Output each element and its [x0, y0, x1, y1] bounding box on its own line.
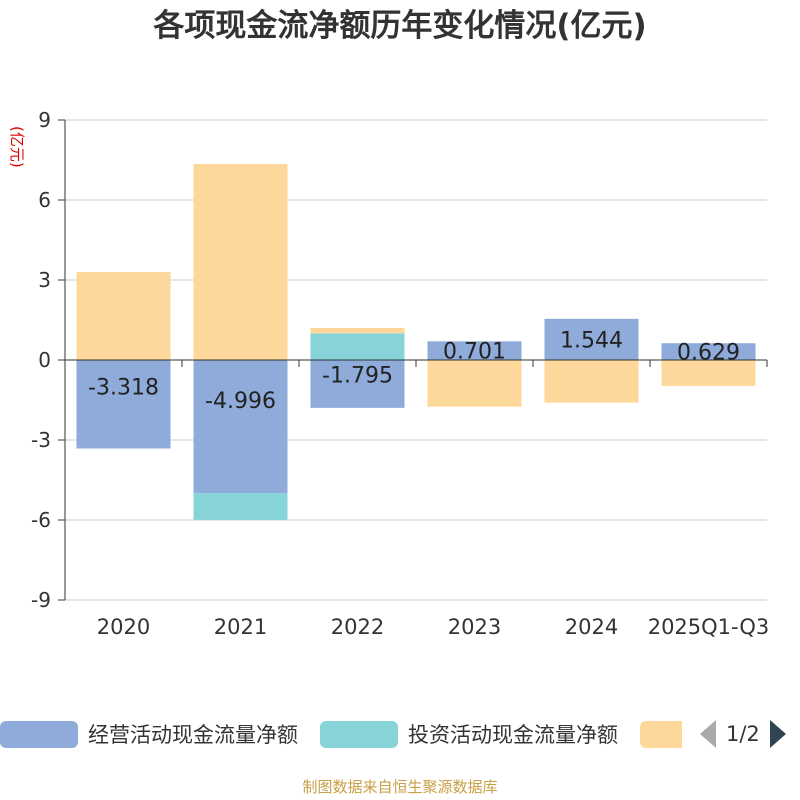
x-tick-label: 2022	[331, 615, 384, 639]
data-source-note: 制图数据来自恒生聚源数据库	[302, 778, 498, 796]
y-tick-label: 6	[38, 188, 51, 212]
bar-series2	[427, 360, 522, 407]
data-label: 1.544	[560, 328, 623, 353]
legend-swatch-investing	[320, 720, 398, 748]
y-tick-label: 9	[38, 108, 51, 132]
bar-series0	[544, 318, 639, 360]
bar-series2	[544, 360, 639, 403]
x-tick-label: 2020	[97, 615, 150, 639]
legend-swatch-operating	[0, 720, 78, 748]
chart-area: 9 6 3 0 -3 -6 -9 -3.318 -4.996 -1.795 0.701 1.544 0.…	[31, 108, 770, 639]
bar-series2	[310, 328, 405, 334]
bar-series1	[310, 333, 405, 360]
y-tick-label: -6	[31, 508, 51, 532]
x-tick-label: 2025Q1-Q3	[648, 615, 770, 639]
y-tick-label: 0	[38, 348, 51, 372]
y-tick-label: -9	[31, 588, 51, 612]
legend-item-investing[interactable]: 投资活动现金流量净额	[320, 716, 618, 752]
bar-series2	[193, 164, 288, 360]
legend-label-operating: 经营活动现金流量净额	[88, 723, 298, 747]
bar-series0	[193, 360, 288, 494]
data-label: 0.629	[677, 341, 740, 366]
data-label: 0.701	[443, 340, 506, 365]
x-tick-label: 2023	[448, 615, 501, 639]
x-tick-label: 2021	[214, 615, 267, 639]
legend-item-financing[interactable]	[640, 716, 682, 752]
bar-series0	[76, 360, 171, 449]
x-tick-label: 2024	[565, 615, 618, 639]
chart-title: 各项现金流净额历年变化情况(亿元)	[153, 8, 647, 44]
bar-series1	[193, 493, 288, 520]
legend-prev-icon[interactable]	[700, 720, 716, 748]
legend-page-indicator: 1/2	[726, 722, 760, 746]
bar-series0	[661, 343, 756, 360]
legend: 经营活动现金流量净额 投资活动现金流量净额 1/2	[0, 716, 800, 752]
bar-series2	[661, 360, 756, 386]
legend-swatch-financing	[640, 720, 682, 748]
bar-series2	[76, 272, 171, 360]
y-tick-label: 3	[38, 268, 51, 292]
y-tick-label: -3	[31, 428, 51, 452]
legend-item-operating[interactable]: 经营活动现金流量净额	[0, 716, 298, 752]
data-label: -1.795	[322, 363, 393, 388]
data-label: -3.318	[88, 376, 159, 401]
legend-pager: 1/2	[700, 716, 786, 752]
legend-next-icon[interactable]	[769, 720, 786, 748]
legend-label-investing: 投资活动现金流量净额	[408, 723, 618, 747]
bar-series0	[310, 360, 405, 408]
bar-series0	[427, 341, 522, 360]
data-label: -4.996	[205, 389, 276, 414]
